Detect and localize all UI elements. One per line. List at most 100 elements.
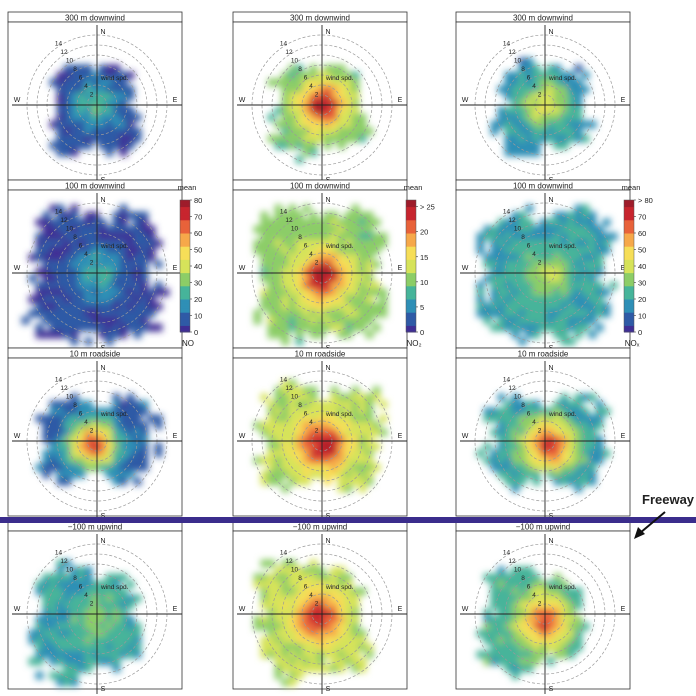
field-cell [330,386,339,395]
field-cell [91,246,100,255]
field-cell [546,435,555,444]
field-cell [56,671,65,680]
field-cell [98,141,107,150]
field-cell [281,414,290,423]
compass-label-n: N [548,197,553,204]
field-cell [91,463,100,472]
field-cell [77,246,86,255]
field-cell [532,580,541,589]
field-cell [316,253,325,262]
field-cell [70,246,79,255]
field-cell [309,566,318,575]
field-cell [525,246,534,255]
field-cell [98,657,107,666]
field-cell [539,421,548,430]
field-cell [147,302,156,311]
field-cell [351,253,360,262]
field-cell [77,587,86,596]
field-cell [112,92,121,101]
field-cell [133,302,142,311]
field-cell [511,428,520,437]
field-cell [518,260,527,269]
field-cell [337,71,346,80]
field-cell [295,594,304,603]
colorbar-segment [406,246,416,249]
field-cell [351,386,360,395]
field-cell [497,393,506,402]
colorbar-segment [624,310,634,313]
field-cell [525,587,534,596]
field-cell [539,594,548,603]
field-cell [91,650,100,659]
field-cell [42,302,51,311]
field-cell [525,580,534,589]
colorbar-segment [180,248,190,252]
radial-tick-label: 12 [285,558,293,565]
field-cell [119,281,128,290]
field-cell [574,225,583,234]
colorbar-segment [180,237,190,241]
field-cell [560,470,569,479]
field-cell [344,309,353,318]
field-cell [539,134,548,143]
radial-tick-label: 10 [514,58,522,65]
colorbar-segment [406,316,416,320]
field-cell [253,622,262,631]
field-cell [119,323,128,332]
field-cell [126,246,135,255]
field-cell [525,323,534,332]
field-cell [358,400,367,409]
field-cell [525,664,534,673]
field-cell [365,260,374,269]
field-cell [316,601,325,610]
field-cell [490,643,499,652]
field-cell [330,449,339,458]
field-cell [560,477,569,486]
field-cell [295,414,304,423]
field-cell [574,587,583,596]
field-cell [581,421,590,430]
field-cell [56,148,65,157]
field-cell [105,608,114,617]
field-cell [119,463,128,472]
field-cell [372,246,381,255]
field-cell [358,636,367,645]
field-cell [497,295,506,304]
colorbar-tick-label: > 25 [420,203,435,212]
field-cell [260,428,269,437]
field-cell [119,414,128,423]
field-cell [253,421,262,430]
field-cell [49,650,58,659]
field-cell [295,622,304,631]
field-cell [302,463,311,472]
radial-tick-label: 12 [508,217,516,224]
field-cell [553,615,562,624]
field-cell [560,71,569,80]
field-cell [316,239,325,248]
field-cell [560,239,569,248]
field-cell [260,225,269,234]
field-cell [42,643,51,652]
field-cell [546,274,555,283]
field-cell [511,629,520,638]
field-cell [316,232,325,241]
field-cell [105,601,114,610]
field-cell [281,323,290,332]
field-cell [351,106,360,115]
field-cell [281,267,290,276]
field-cell [140,288,149,297]
field-cell [525,302,534,311]
field-cell [84,400,93,409]
field-cell [504,113,513,122]
colorbar-segment [624,268,634,271]
field-cell [281,127,290,136]
field-cell [525,316,534,325]
field-cell [49,594,58,603]
field-cell [511,99,520,108]
field-cell [351,594,360,603]
field-cell [281,657,290,666]
field-cell [77,435,86,444]
field-cell [302,281,311,290]
colorbar-segment [406,222,416,225]
radial-tick-label: 10 [514,226,522,233]
